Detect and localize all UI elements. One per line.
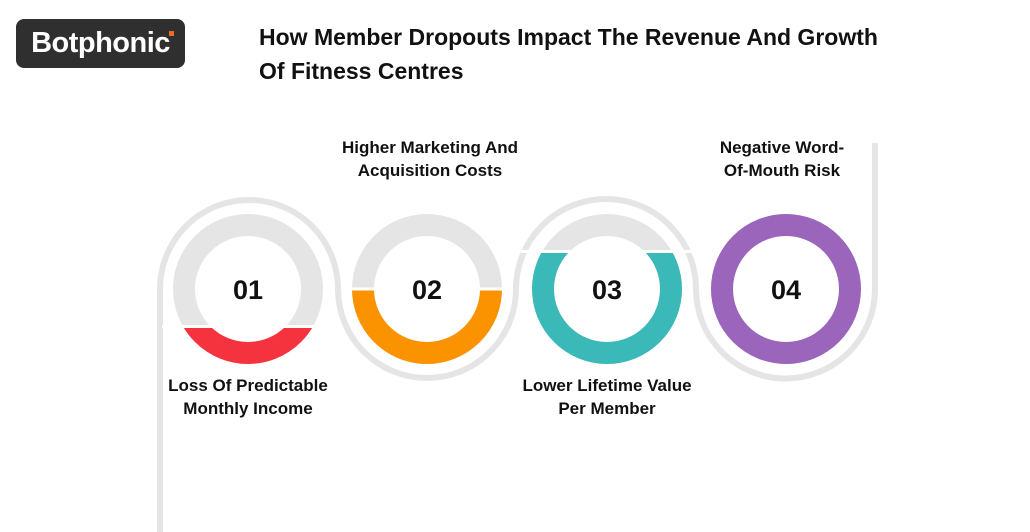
- ring-progress: [711, 214, 861, 364]
- logo-text: Botphonic: [31, 27, 170, 59]
- step-number: 02: [412, 275, 442, 305]
- botphonic-logo: Botphonic: [16, 19, 185, 68]
- step-number: 01: [233, 275, 263, 305]
- step-label-03: Lower Lifetime Value Per Member: [522, 376, 692, 418]
- page-title: How Member Dropouts Impact The Revenue A…: [259, 24, 878, 84]
- ring-progress: [352, 289, 502, 364]
- step-number: 03: [592, 275, 622, 305]
- step-label-04: Negative Word-Of-Mouth Risk: [719, 138, 845, 180]
- step-label-01: Loss Of Predictable Monthly Income: [168, 376, 328, 418]
- step-label-02: Higher Marketing And Acquisition Costs: [342, 138, 518, 180]
- ring-progress: [532, 251, 682, 364]
- logo-dot: [169, 31, 174, 36]
- wave-track: [157, 143, 878, 532]
- ring-progress: [183, 326, 313, 364]
- step-number: 04: [771, 275, 801, 305]
